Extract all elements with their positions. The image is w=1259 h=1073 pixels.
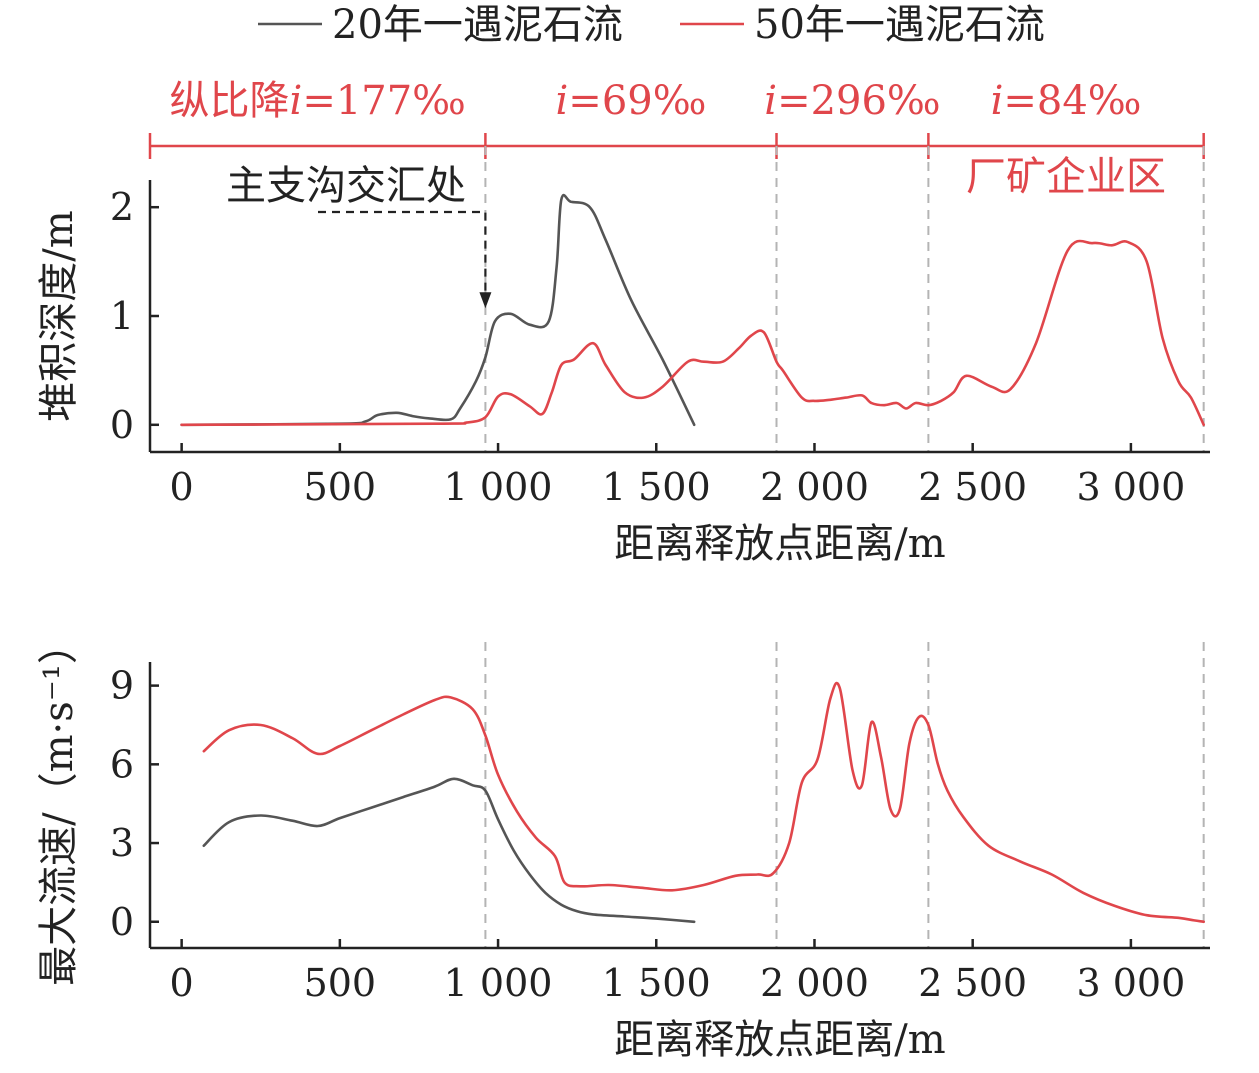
x-tick-label: 2 500 [918, 961, 1027, 1005]
x-tick-label: 2 000 [760, 961, 869, 1005]
y-tick-label: 6 [110, 742, 134, 786]
annotation-confluence: 主支沟交汇处 [226, 163, 466, 209]
x-tick-label: 500 [304, 465, 377, 509]
slope-label-2: i=69‰ [556, 78, 707, 124]
y-axis-title: 堆积深度/m [36, 210, 82, 421]
slope-label-value: =69‰ [568, 78, 706, 124]
slope-label-value: =296‰ [777, 78, 941, 124]
y-tick-label: 3 [110, 821, 134, 865]
slope-label-prefix: 纵比降 [170, 78, 290, 124]
x-axis-title: 距离释放点距离/m [614, 521, 945, 567]
series-line-50yr [180, 239, 1205, 427]
x-tick-label: 2 500 [918, 465, 1027, 509]
y-tick-label: 0 [110, 403, 134, 447]
y-tick-label: 0 [110, 900, 134, 944]
slope-label-value: =177‰ [302, 78, 466, 124]
slope-label-var: i [764, 78, 777, 124]
slope-label-4: i=84‰ [991, 78, 1142, 124]
y-tick-label: 9 [110, 664, 134, 708]
x-tick-label: 500 [304, 961, 377, 1005]
max-velocity-panel: 0 3 6 9 0 500 1 000 1 500 2 000 2 500 3 000 距离释放点距离… [36, 624, 1210, 1063]
slope-label-var: i [991, 78, 1004, 124]
x-tick-label: 1 500 [602, 465, 711, 509]
x-tick-label: 2 000 [760, 465, 869, 509]
slope-label-1: 纵比降i=177‰ [170, 78, 466, 124]
legend: 20年一遇泥石流 50年一遇泥石流 [258, 2, 1045, 48]
slope-band: 纵比降i=177‰ i=69‰ i=296‰ i=84‰ [148, 78, 1205, 159]
series-line-50yr [202, 681, 1205, 924]
y-axis-title: 最大流速/（m·s⁻¹） [36, 624, 82, 986]
x-tick-label: 1 000 [444, 465, 553, 509]
legend-label-1: 20年一遇泥石流 [332, 2, 623, 48]
x-tick-label: 0 [170, 465, 194, 509]
x-tick-label: 3 000 [1076, 465, 1185, 509]
y-tick-label: 2 [110, 185, 134, 229]
legend-label-2: 50年一遇泥石流 [754, 2, 1045, 48]
slope-label-var: i [290, 78, 303, 124]
x-tick-label: 1 000 [444, 961, 553, 1005]
confluence-arrow-line [318, 210, 487, 293]
x-tick-label: 0 [170, 961, 194, 1005]
deposit-depth-panel: 0 1 2 0 500 1 000 1 500 2 000 2 500 3 000 距离释放点距离/… [36, 146, 1210, 567]
slope-label-value: =84‰ [1003, 78, 1141, 124]
x-tick-label: 3 000 [1076, 961, 1185, 1005]
y-tick-label: 1 [110, 294, 134, 338]
slope-label-3: i=296‰ [764, 78, 940, 124]
confluence-arrow-head [479, 292, 492, 309]
series-line-20yr [180, 193, 696, 427]
slope-label-var: i [556, 78, 569, 124]
series-line-20yr [202, 777, 696, 924]
x-axis-title: 距离释放点距离/m [614, 1017, 945, 1063]
annotation-industrial-zone: 厂矿企业区 [966, 154, 1166, 200]
x-tick-label: 1 500 [602, 961, 711, 1005]
